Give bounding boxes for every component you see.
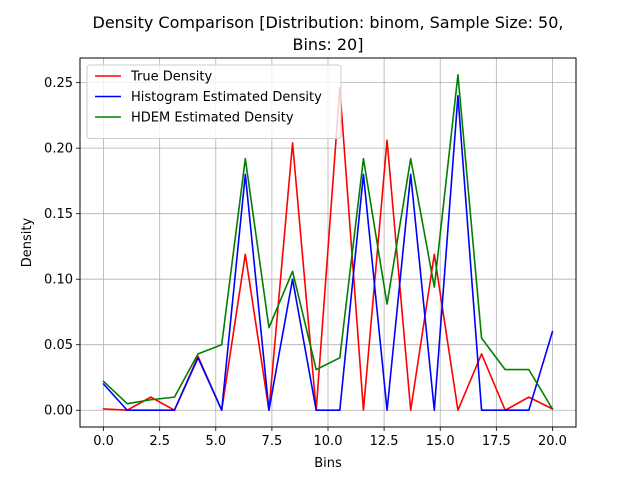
y-tick-label: 0.10 — [44, 273, 73, 288]
x-tick-label: 17.5 — [482, 434, 511, 449]
axis-ticks: 0.0 2.5 5.0 7.5 10.0 12.5 15.0 17.5 20.0 0.00 0.05… — [44, 76, 567, 449]
chart-title-line-2: Bins: 20] — [293, 35, 364, 54]
legend-label: True Density — [130, 70, 212, 85]
legend-box — [86, 64, 342, 139]
x-tick-label: 12.5 — [370, 434, 399, 449]
chart-title-line-1: Density Comparison [Distribution: binom,… — [93, 13, 564, 32]
y-tick-label: 0.05 — [44, 338, 73, 353]
series-layer — [102, 73, 554, 412]
y-tick-label: 0.00 — [44, 404, 73, 419]
x-tick-label: 20.0 — [538, 434, 567, 449]
x-axis-label: Bins — [314, 456, 342, 471]
x-tick-label: 2.5 — [149, 434, 170, 449]
y-tick-label: 0.20 — [44, 142, 73, 157]
x-tick-label: 7.5 — [262, 434, 283, 449]
x-tick-label: 0.0 — [93, 434, 114, 449]
series-line-2 — [102, 94, 554, 412]
legend-label: HDEM Estimated Density — [131, 111, 294, 126]
series-line-3 — [102, 73, 554, 411]
y-tick-label: 0.15 — [44, 207, 73, 222]
x-tick-label: 10.0 — [314, 434, 343, 449]
x-tick-label: 5.0 — [205, 434, 226, 449]
y-tick-label: 0.25 — [44, 76, 73, 91]
y-axis-label: Density — [20, 217, 35, 267]
x-tick-label: 15.0 — [426, 434, 455, 449]
legend: True Density Histogram Estimated Density H… — [86, 64, 342, 139]
legend-label: Histogram Estimated Density — [131, 90, 322, 105]
